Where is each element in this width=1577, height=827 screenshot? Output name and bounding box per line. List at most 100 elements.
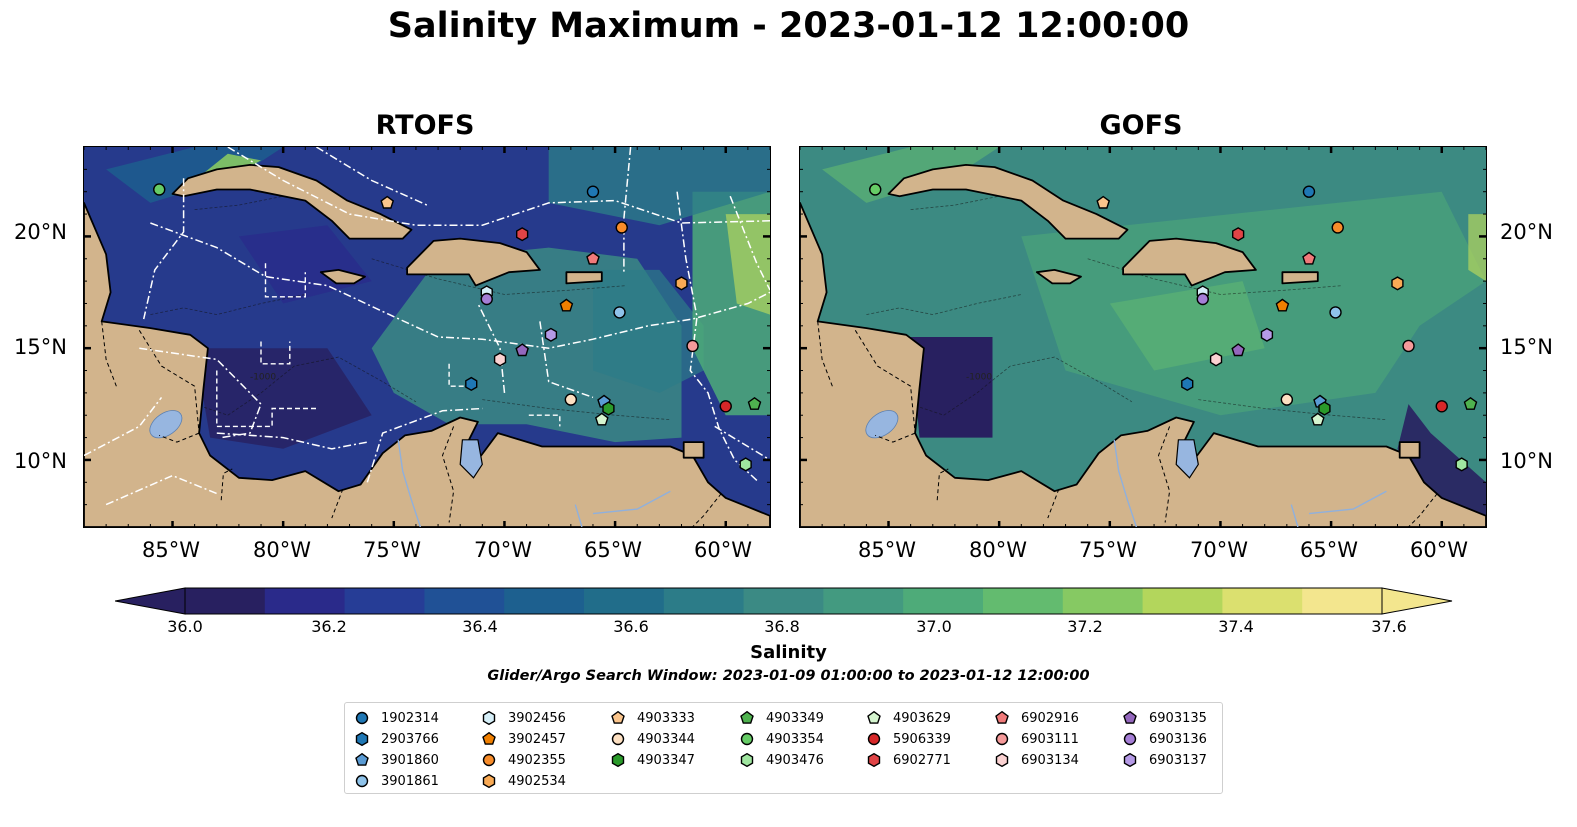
float-4903354 — [869, 183, 882, 196]
float-5906339 — [719, 400, 732, 413]
legend-label: 4902534 — [508, 773, 566, 789]
colorbar-segment — [1062, 588, 1144, 614]
legend-marker-circle — [355, 774, 369, 788]
legend-marker-circle — [867, 732, 881, 746]
lon-tick-80-right: 80°W — [969, 538, 1027, 562]
land-trinidad — [1398, 441, 1421, 459]
eez-boundary — [139, 347, 262, 439]
float-4902355 — [1331, 221, 1344, 234]
salinity-patch — [1109, 281, 1265, 371]
bathymetry-contour — [194, 195, 350, 210]
legend-marker-pentagon — [867, 710, 881, 724]
eez-boundary — [366, 407, 483, 483]
eez-boundary — [264, 263, 307, 298]
legend-label: 4903333 — [637, 710, 695, 726]
legend-item: 6902916 — [993, 710, 1079, 726]
lon-tick-65-right: 65°W — [1300, 538, 1358, 562]
legend-item: 1902314 — [353, 710, 439, 726]
lon-tick-85-right: 85°W — [858, 538, 916, 562]
country-border — [817, 321, 834, 389]
lake-nicaragua — [149, 410, 183, 439]
legend-label: 4903349 — [766, 710, 824, 726]
salinity-patch — [194, 348, 372, 449]
legend-item: 4903333 — [609, 710, 695, 726]
colorbar-tick: 36.0 — [167, 617, 203, 636]
float-4902355 — [615, 221, 628, 234]
legend-label: 1902314 — [381, 710, 439, 726]
legend-label: 4902355 — [508, 752, 566, 768]
legend-marker — [995, 732, 1009, 746]
country-border — [692, 493, 722, 527]
legend-marker — [995, 710, 1009, 724]
map-canvas: -1000 — [84, 147, 770, 527]
float-6903134 — [493, 352, 507, 367]
legend-item: 3901860 — [353, 752, 439, 768]
country-border — [936, 468, 949, 501]
legend-label: 6903137 — [1149, 752, 1207, 768]
float-3902457 — [559, 298, 574, 312]
colorbar-tick: 37.4 — [1218, 617, 1254, 636]
eez-boundary — [623, 147, 632, 275]
country-border — [441, 426, 455, 523]
legend-marker — [482, 710, 496, 726]
river — [1290, 504, 1299, 527]
legend-marker — [482, 753, 496, 767]
land-hispaniola — [1122, 237, 1257, 287]
legend-label: 4903476 — [766, 752, 824, 768]
bathymetry-contour — [910, 356, 1133, 416]
river — [1308, 490, 1387, 515]
float-6903135 — [1231, 343, 1245, 357]
float-4903333 — [380, 195, 395, 209]
lon-tick-60-right: 60°W — [1410, 538, 1468, 562]
legend-marker — [740, 710, 754, 724]
colorbar-tick: 36.4 — [462, 617, 498, 636]
country-border — [854, 330, 916, 434]
bathymetry-contour — [194, 356, 417, 416]
eez-boundary — [539, 321, 594, 399]
eez-boundary — [150, 222, 770, 349]
river — [397, 439, 422, 527]
colorbar-segment — [1142, 588, 1223, 614]
float-3902457 — [1275, 298, 1290, 312]
salinity-patch — [1021, 191, 1486, 416]
panel-title-gofs: GOFS — [1099, 110, 1183, 141]
legend-marker — [355, 774, 369, 788]
colorbar-tick: 37.2 — [1067, 617, 1103, 636]
legend-item: 6902771 — [865, 752, 951, 768]
legend-item: 5906339 — [865, 731, 951, 747]
lat-tick-10-left: 10°N — [14, 449, 67, 473]
legend-item: 6903137 — [1121, 752, 1207, 768]
gofs-map: -1000 — [799, 146, 1487, 528]
lat-tick-20-right: 20°N — [1500, 220, 1553, 244]
country-border — [1408, 493, 1438, 527]
float-4903347 — [602, 401, 615, 416]
salinity-patch — [910, 337, 993, 438]
float-1902314 — [1302, 185, 1316, 198]
legend-label: 2903766 — [381, 731, 439, 747]
legend-marker — [482, 773, 496, 789]
legend-label: 4903344 — [637, 731, 695, 747]
legend-marker — [867, 732, 881, 746]
colorbar-tick: 37.6 — [1371, 617, 1407, 636]
colorbar — [114, 586, 1455, 616]
float-4903476 — [739, 457, 752, 472]
legend-item: 3902457 — [480, 731, 566, 747]
lon-tick-85-left: 85°W — [142, 538, 200, 562]
colorbar-segment — [344, 588, 425, 614]
float-6903111 — [686, 339, 699, 353]
legend-marker — [1123, 752, 1137, 768]
colorbar-label: Salinity — [750, 642, 827, 663]
legend-label: 5906339 — [893, 731, 951, 747]
float-6902771 — [516, 227, 529, 242]
legend-marker-circle — [611, 732, 625, 746]
float-2903766 — [1181, 376, 1194, 392]
legend-item: 4903347 — [609, 752, 695, 768]
float-6902771 — [1232, 227, 1245, 242]
float-4903344 — [1280, 393, 1294, 406]
float-4903629 — [594, 412, 609, 426]
legend-marker-pentagon — [995, 710, 1009, 724]
legend-marker-hexagon — [482, 710, 496, 726]
legend-item: 4903344 — [609, 731, 695, 747]
legend-marker — [995, 752, 1009, 768]
colorbar-segment — [424, 588, 505, 614]
